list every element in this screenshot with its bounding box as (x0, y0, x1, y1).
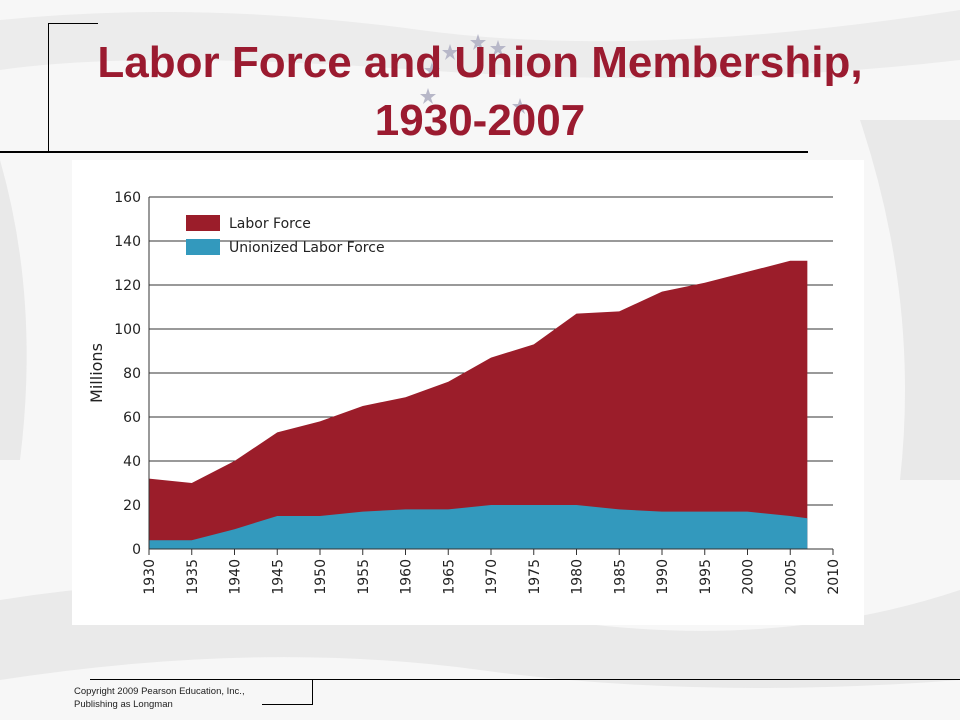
x-tick-label-1930: 1930 (142, 559, 158, 595)
x-tick-label-1985: 1985 (612, 559, 628, 595)
y-tick-label-120: 120 (114, 278, 141, 294)
area-chart: 0 20 40 60 80 100 120 140 160 1930 1935 1940 1945 195… (87, 190, 842, 625)
slide-title-line1: Labor Force and Union Membership, (97, 38, 863, 87)
y-tick-label-0: 0 (132, 542, 141, 558)
x-tick-label-1960: 1960 (399, 559, 415, 595)
copyright-line2: Publishing as Longman (74, 699, 173, 710)
x-tick-label-2000: 2000 (741, 559, 757, 595)
y-tick-label-80: 80 (123, 366, 141, 382)
x-tick-label-1975: 1975 (527, 559, 543, 595)
title-underline (0, 151, 808, 153)
y-tick-label-60: 60 (123, 410, 141, 426)
x-tick-label-1965: 1965 (441, 559, 457, 595)
y-tick-label-40: 40 (123, 454, 141, 470)
legend-swatch-0 (186, 215, 220, 231)
x-tick-label-1990: 1990 (655, 559, 671, 595)
x-tick-label-1935: 1935 (185, 559, 201, 595)
x-tick-label-1950: 1950 (313, 559, 329, 595)
x-tick-label-1940: 1940 (228, 559, 244, 595)
legend-label-0: Labor Force (229, 216, 311, 232)
x-tick-label-2005: 2005 (783, 559, 799, 595)
y-tick-label-160: 160 (114, 190, 141, 206)
frame-top-left-horizontal (48, 23, 98, 24)
x-tick-label-1955: 1955 (356, 559, 372, 595)
x-tick-label-1980: 1980 (570, 559, 586, 595)
area-series-unionized-labor-force (149, 505, 808, 549)
frame-left-vertical (48, 23, 49, 153)
x-axis-label: Year (457, 624, 492, 625)
area-series-labor-force (149, 260, 808, 549)
x-tick-label-1945: 1945 (270, 559, 286, 595)
copyright-footer: Copyright 2009 Pearson Education, Inc., … (74, 685, 314, 711)
legend-swatch-1 (186, 239, 220, 255)
y-tick-label-140: 140 (114, 234, 141, 250)
star-ring-icon (420, 34, 528, 114)
x-tick-label-2010: 2010 (826, 559, 842, 595)
y-tick-label-100: 100 (114, 322, 141, 338)
footer-box-bottom (262, 704, 313, 705)
y-axis-label: Millions (87, 343, 106, 403)
legend-label-1: Unionized Labor Force (229, 240, 385, 256)
x-tick-label-1970: 1970 (484, 559, 500, 595)
slide-title-line2: 1930-2007 (374, 96, 586, 145)
y-tick-label-20: 20 (123, 498, 141, 514)
footer-box-right (312, 679, 313, 704)
x-tick-label-1995: 1995 (698, 559, 714, 595)
copyright-line1: Copyright 2009 Pearson Education, Inc., (74, 686, 245, 697)
footer-rule (90, 679, 960, 680)
